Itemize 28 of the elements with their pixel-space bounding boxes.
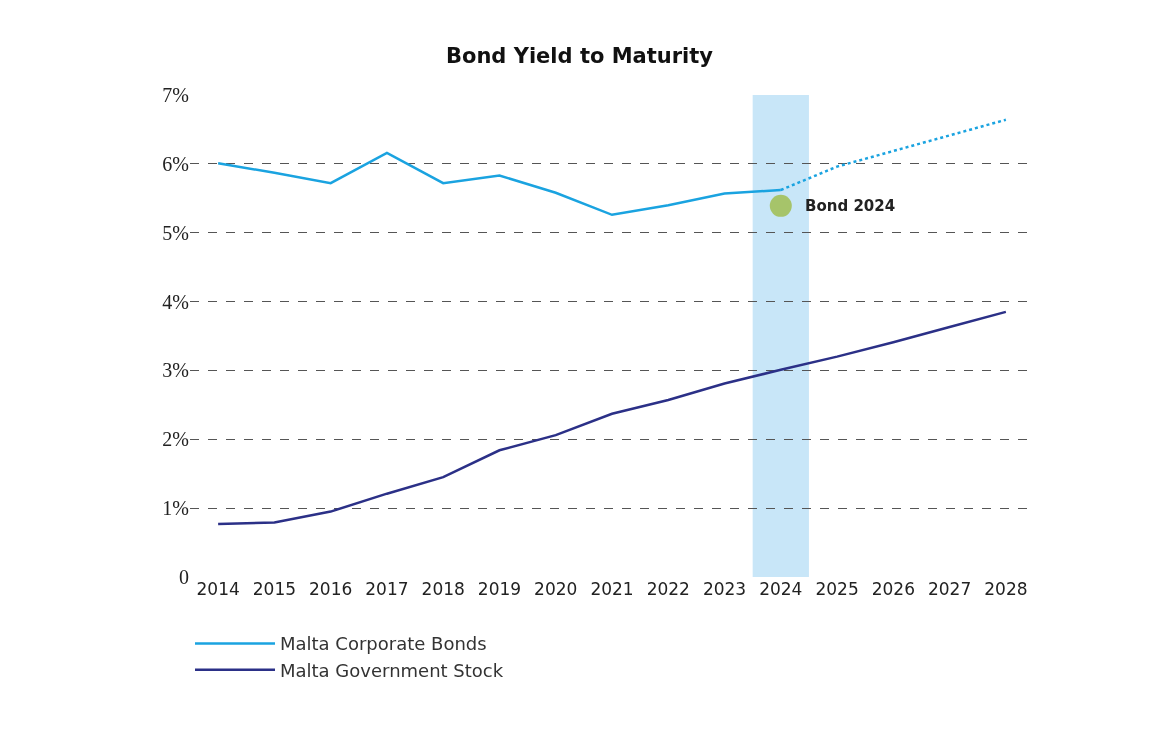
x-tick-label: 2017 [365, 579, 409, 599]
x-tick-label: 2024 [759, 579, 803, 599]
line-series [216, 310, 1008, 526]
chart-title: Bond Yield to Maturity [445, 44, 714, 69]
y-tick-label: 4% [162, 290, 189, 313]
x-tick-label: 2027 [927, 579, 972, 599]
x-tick-label: 2026 [871, 579, 915, 599]
x-tick-label: 2022 [646, 579, 690, 599]
x-tick-label: 2020 [534, 579, 578, 599]
x-tick-label: 2025 [815, 579, 859, 599]
y-tick-label: 5% [162, 221, 189, 244]
legend-label: Malta Corporate Bonds [280, 633, 487, 655]
y-tick-label: 2% [162, 428, 189, 451]
y-tick-label: 0 [179, 566, 189, 588]
x-tick-label: 2019 [477, 579, 522, 599]
x-tick-label: 2015 [252, 579, 297, 599]
y-tick-label: 7% [162, 84, 189, 106]
x-tick-label: 2018 [421, 579, 465, 599]
x-tick-label: 2023 [702, 579, 747, 599]
x-tick-label: 2016 [309, 579, 353, 599]
x-tick-label: 2014 [196, 579, 240, 599]
y-tick-label: 6% [162, 152, 189, 175]
y-tick-label: 3% [162, 359, 189, 382]
x-tick-label: 2028 [984, 579, 1028, 599]
legend-label: Malta Government Stock [280, 659, 504, 681]
x-tick-label: 2021 [590, 579, 634, 599]
y-tick-label: 1% [162, 497, 189, 520]
annotation: Bond 2024 [805, 197, 896, 215]
